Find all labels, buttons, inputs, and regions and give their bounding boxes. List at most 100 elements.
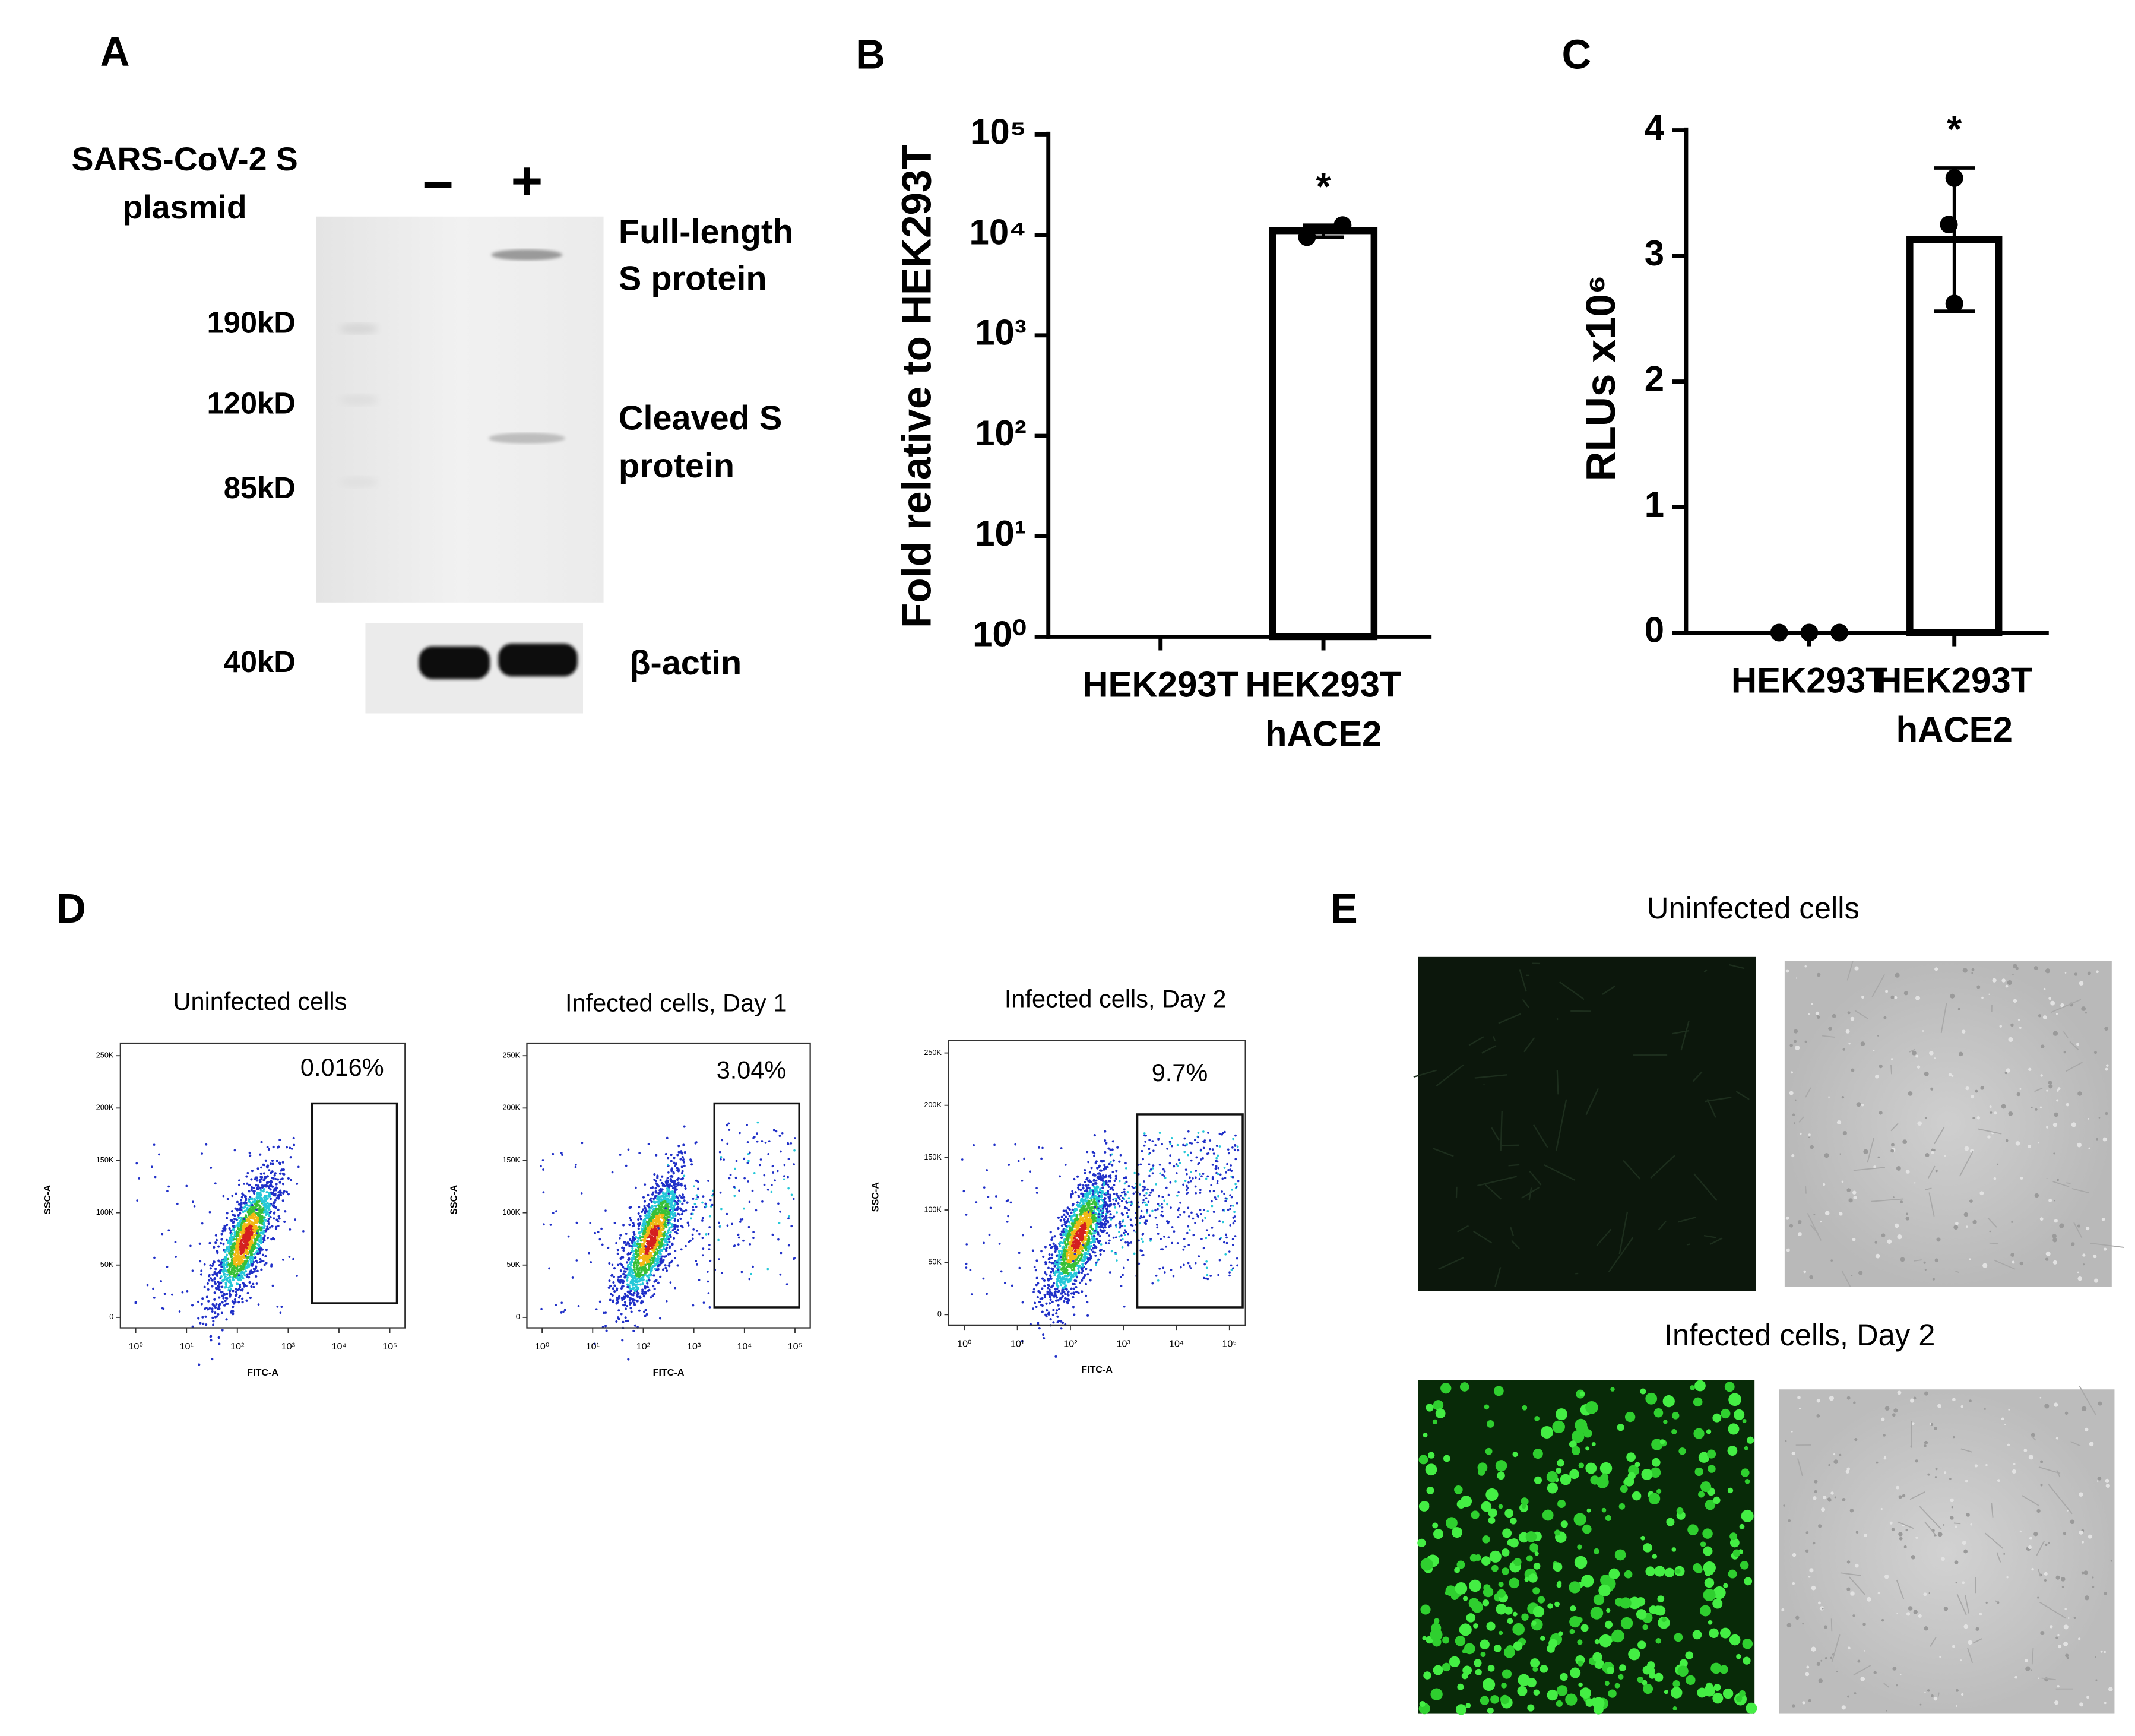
event-dot — [702, 1301, 705, 1304]
event-dot — [1086, 1151, 1089, 1154]
event-dot — [1111, 1148, 1114, 1151]
event-dot — [692, 1209, 695, 1211]
event-dot — [215, 1303, 218, 1306]
event-dot — [281, 1183, 284, 1186]
event-dot — [226, 1224, 229, 1227]
event-dot — [656, 1249, 659, 1252]
event-dot — [621, 1339, 624, 1342]
event-dot — [278, 1138, 281, 1142]
event-dot — [247, 1229, 250, 1232]
event-dot — [661, 1184, 664, 1187]
event-dot — [226, 1293, 229, 1295]
event-dot — [1050, 1271, 1053, 1274]
event-dot — [1079, 1246, 1082, 1249]
event-dot — [1063, 1253, 1066, 1256]
x-tick-label: 10² — [636, 1341, 651, 1352]
event-dot — [199, 1260, 202, 1263]
band-label: Full-length — [619, 213, 793, 251]
event-dot — [1100, 1249, 1103, 1252]
event-dot — [787, 1158, 790, 1160]
event-dot — [677, 1167, 680, 1170]
event-dot — [560, 1152, 563, 1154]
event-dot — [1057, 1319, 1060, 1322]
event-dot — [1077, 1268, 1080, 1271]
panel-label: A — [100, 28, 130, 75]
event-dot — [201, 1222, 204, 1225]
event-dot — [258, 1186, 261, 1189]
event-dot — [1075, 1221, 1078, 1224]
event-dot — [658, 1231, 661, 1234]
event-dot — [1093, 1231, 1097, 1234]
event-dot — [644, 1292, 648, 1295]
event-dot — [668, 1212, 671, 1215]
event-dot — [1067, 1236, 1070, 1239]
data-point — [1945, 169, 1963, 187]
event-dot — [690, 1163, 693, 1166]
event-dot — [640, 1271, 643, 1274]
event-dot — [1104, 1167, 1108, 1170]
event-dot — [740, 1271, 743, 1274]
event-dot — [660, 1262, 663, 1265]
event-dot — [1088, 1200, 1091, 1203]
event-dot — [281, 1161, 284, 1164]
event-dot — [639, 1234, 642, 1237]
event-dot — [1069, 1229, 1072, 1232]
event-dot — [648, 1244, 651, 1247]
event-dot — [626, 1276, 629, 1279]
event-dot — [617, 1276, 620, 1279]
event-dot — [1072, 1306, 1075, 1309]
event-dot — [609, 1298, 612, 1301]
event-dot — [720, 1158, 722, 1161]
event-dot — [646, 1204, 649, 1207]
ladder-band — [339, 476, 378, 488]
event-dot — [1085, 1234, 1088, 1237]
event-dot — [636, 1254, 639, 1257]
event-dot — [1047, 1313, 1050, 1316]
event-dot — [721, 1139, 724, 1142]
event-dot — [247, 1210, 250, 1213]
event-dot — [628, 1292, 632, 1295]
event-dot — [1047, 1284, 1051, 1287]
event-dot — [1088, 1187, 1091, 1190]
event-dot — [274, 1206, 277, 1209]
event-dot — [642, 1251, 645, 1254]
event-dot — [259, 1153, 262, 1156]
event-dot — [1108, 1200, 1111, 1203]
event-dot — [648, 1279, 651, 1282]
event-dot — [1066, 1269, 1069, 1272]
event-dot — [1060, 1284, 1063, 1287]
event-dot — [652, 1258, 655, 1261]
event-dot — [657, 1268, 660, 1271]
event-dot — [659, 1188, 662, 1191]
event-dot — [1112, 1159, 1115, 1162]
event-dot — [205, 1295, 209, 1299]
event-dot — [632, 1254, 635, 1257]
gate-percentage: 3.04% — [717, 1056, 787, 1084]
event-dot — [655, 1182, 658, 1186]
event-dot — [635, 1274, 638, 1277]
event-dot — [259, 1180, 262, 1183]
event-dot — [1079, 1218, 1082, 1221]
event-dot — [261, 1176, 264, 1179]
event-dot — [254, 1177, 256, 1181]
event-dot — [619, 1154, 622, 1156]
event-dot — [263, 1234, 266, 1237]
event-dot — [1034, 1269, 1037, 1272]
event-dot — [236, 1288, 239, 1291]
event-dot — [761, 1200, 764, 1203]
event-dot — [643, 1232, 646, 1236]
event-dot — [749, 1151, 751, 1154]
event-dot — [221, 1270, 224, 1273]
event-dot — [1094, 1161, 1097, 1165]
event-dot — [237, 1228, 240, 1231]
event-dot — [661, 1237, 664, 1240]
event-dot — [654, 1251, 657, 1255]
event-dot — [278, 1172, 282, 1175]
event-dot — [631, 1237, 634, 1240]
event-dot — [218, 1282, 221, 1285]
event-dot — [648, 1209, 651, 1212]
event-dot — [252, 1285, 255, 1288]
event-dot — [723, 1158, 726, 1161]
event-dot — [222, 1227, 225, 1230]
event-dot — [676, 1228, 679, 1231]
